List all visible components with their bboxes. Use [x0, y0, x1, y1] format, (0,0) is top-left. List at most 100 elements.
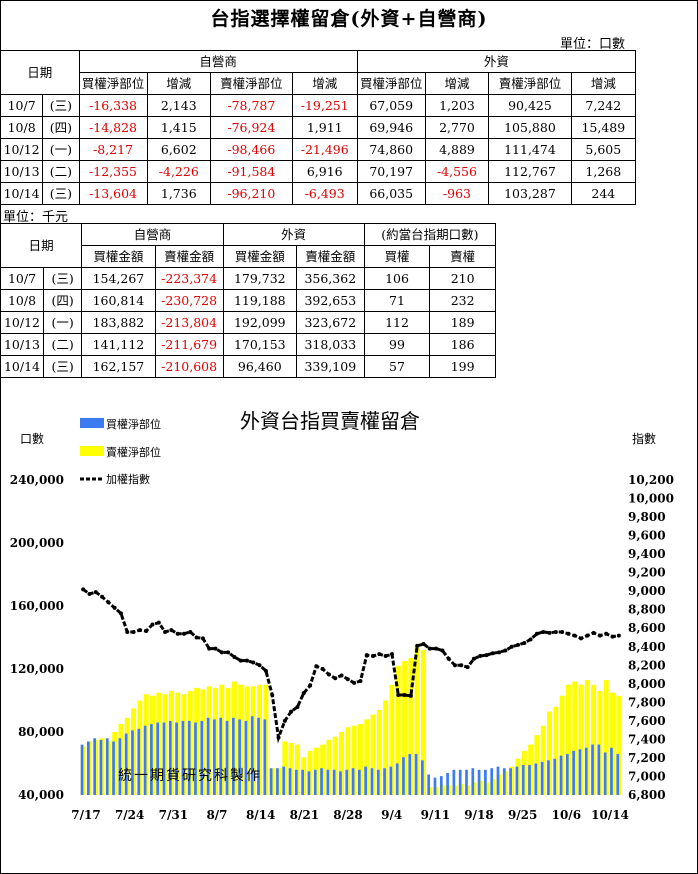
value-cell: -76,924 [210, 116, 293, 139]
call-bar [150, 724, 153, 795]
index-point [503, 648, 508, 653]
value-cell: 5,605 [570, 138, 637, 161]
index-point [352, 680, 357, 685]
value-cell: 15,489 [570, 116, 637, 139]
legend-put-label: 賣權淨部位 [106, 445, 161, 459]
value-cell: 69,946 [356, 116, 426, 139]
call-bar [490, 768, 494, 795]
y2-tick-label: 7,800 [628, 695, 666, 709]
call-bar [250, 716, 254, 795]
call-bar [584, 747, 588, 795]
call-bar [521, 765, 525, 795]
value-cell: -213,804 [154, 311, 224, 334]
index-point [415, 643, 420, 648]
value-cell: 183,882 [81, 311, 156, 334]
call-bar [118, 738, 122, 795]
index-point [207, 646, 212, 651]
value-cell: -19,251 [291, 94, 358, 117]
x-tick-label: 9/4 [381, 808, 402, 822]
date-cell: 10/12 [0, 311, 45, 334]
index-point [118, 611, 123, 616]
column-header: 賣權淨部位 [488, 72, 572, 95]
y2-tick-label: 10,200 [628, 473, 674, 487]
put-bar [414, 646, 420, 795]
index-point [383, 654, 388, 659]
value-cell: -96,210 [210, 182, 293, 205]
x-tick-label: 7/24 [115, 808, 144, 822]
call-bar [572, 750, 575, 795]
column-header: 買權 [363, 245, 431, 268]
y2-tick-label: 7,200 [628, 751, 666, 765]
value-cell: 1,415 [146, 116, 212, 139]
table-row: 10/14 (三) 162,157 -210,608 96,460 339,109 57 19… [0, 355, 496, 378]
table-row: 10/12 (一) -8,217 6,602 -98,466 -21,496 74,860 4… [0, 138, 637, 161]
value-cell: 392,653 [295, 289, 365, 312]
call-bar [458, 769, 462, 795]
value-cell: 4,889 [424, 138, 490, 161]
index-point [421, 641, 426, 646]
index-point [232, 654, 237, 659]
index-point [289, 709, 294, 714]
call-bar [231, 717, 235, 795]
x-tick-label: 9/18 [464, 808, 493, 822]
index-point [459, 663, 464, 668]
call-bar [124, 733, 128, 795]
index-point [547, 630, 552, 635]
index-point [484, 653, 489, 658]
x-tick-label: 8/14 [246, 808, 275, 822]
weekday-cell: (一) [42, 138, 80, 161]
put-bar [389, 684, 395, 795]
call-bar [200, 720, 204, 795]
value-cell: -210,608 [154, 355, 224, 378]
call-bar [597, 744, 601, 795]
y-axis-label: 口數 [20, 432, 44, 446]
y2-axis-label: 指數 [632, 431, 656, 446]
legend-index-label: 加權指數 [106, 472, 150, 486]
call-bar [421, 760, 424, 795]
y2-tick-label: 9,000 [628, 584, 666, 598]
index-point [427, 646, 432, 651]
call-bar [509, 768, 512, 795]
value-cell: 1,911 [291, 116, 358, 139]
call-bar [357, 769, 361, 795]
index-point [131, 629, 136, 634]
weekday-cell: (三) [43, 355, 83, 378]
index-point [471, 656, 476, 661]
value-cell: 210 [429, 267, 496, 290]
value-cell: 141,112 [81, 333, 156, 356]
table-row: 10/13 (二) -12,355 -4,226 -91,584 6,916 70,197-… [0, 160, 637, 183]
call-bar [534, 763, 538, 795]
call-bar [452, 769, 456, 795]
index-point [276, 735, 281, 740]
y-tick-label: 160,000 [10, 599, 64, 613]
weekday-cell: (四) [42, 116, 80, 139]
index-point [616, 633, 621, 638]
index-point [137, 628, 142, 633]
call-bar [578, 749, 582, 795]
call-bar [143, 725, 147, 795]
value-cell: -21,496 [291, 138, 358, 161]
call-bar [326, 769, 330, 795]
x-tick-label: 7/31 [159, 808, 188, 822]
y2-tick-label: 9,200 [628, 566, 666, 580]
index-point [528, 637, 533, 642]
index-point [465, 665, 470, 670]
put-bar [395, 665, 401, 795]
value-cell: 2,143 [146, 94, 212, 117]
index-point [314, 664, 319, 669]
put-bar [547, 711, 552, 795]
y2-tick-label: 10,000 [628, 492, 674, 506]
call-bar [616, 754, 620, 795]
call-bar [137, 728, 141, 795]
call-bar [471, 768, 475, 795]
index-point [320, 667, 325, 671]
put-bar [597, 691, 603, 795]
put-bar [326, 739, 332, 795]
value-cell: -211,679 [154, 333, 224, 356]
put-bar [376, 709, 382, 795]
index-point [339, 673, 344, 678]
index-point [169, 628, 174, 633]
index-point [371, 654, 376, 659]
put-bar [345, 727, 351, 795]
table-row: 10/7 (三) 154,267 -223,374 179,732 356,362 106 2… [0, 267, 496, 290]
